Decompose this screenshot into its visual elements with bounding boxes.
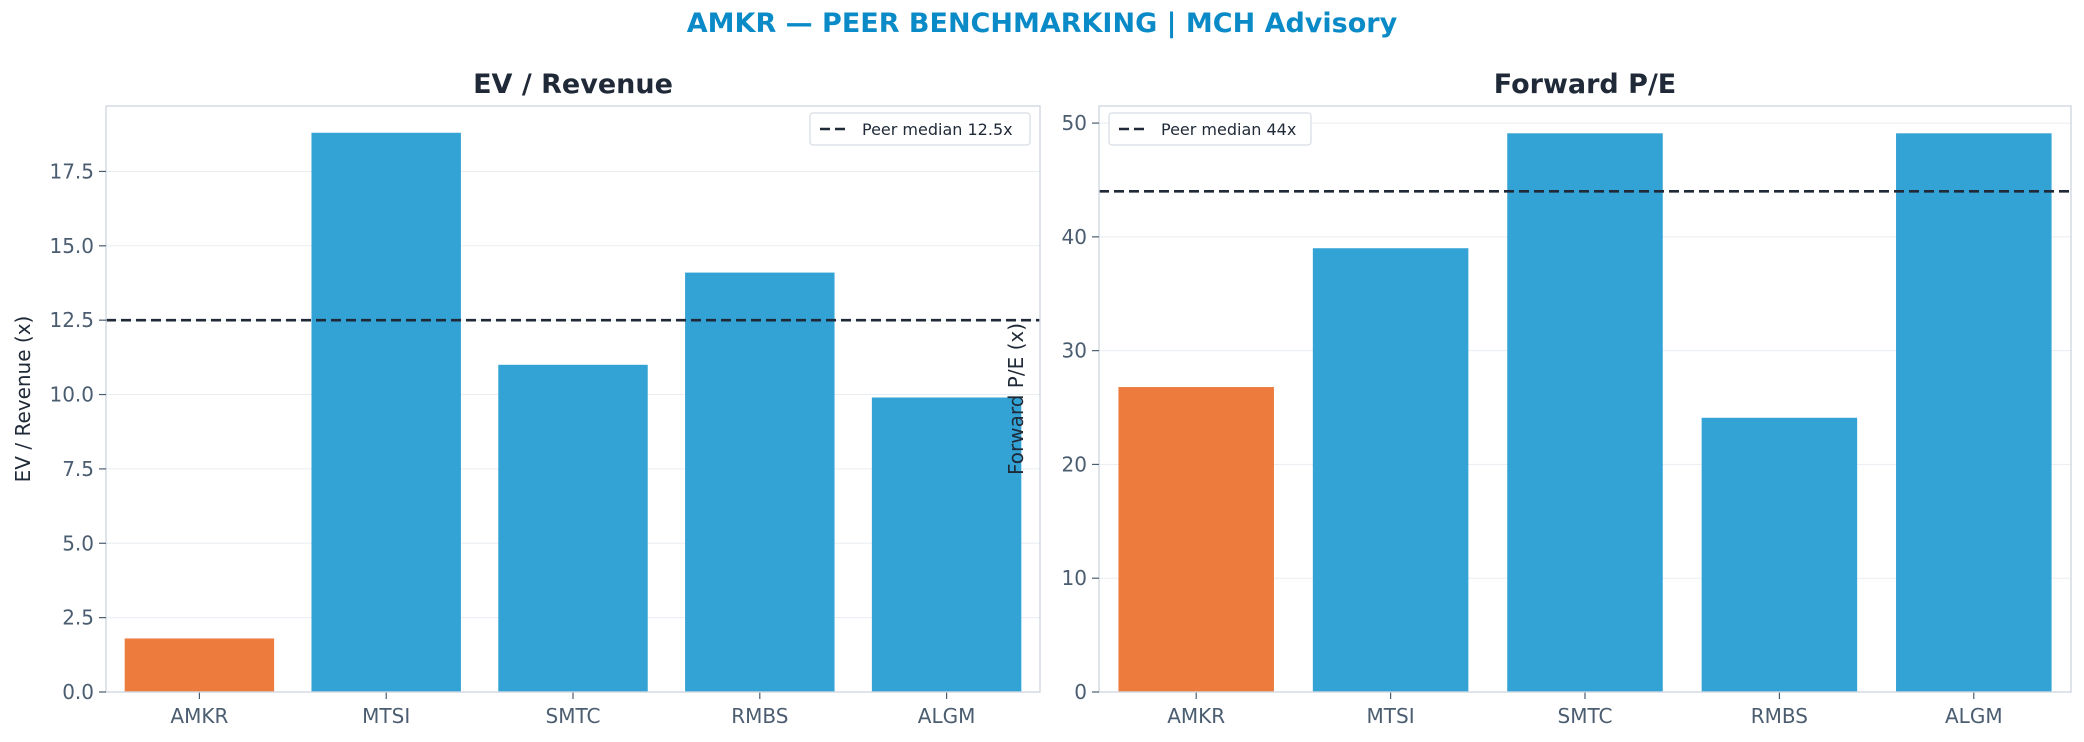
y-tick-label: 5.0 [62,531,94,555]
y-axis-label: EV / Revenue (x) [11,316,35,483]
y-axis-label: Forward P/E (x) [1004,323,1028,475]
plot-frame [1098,105,2072,693]
panel-title: EV / Revenue [473,69,673,100]
bar-algm [1896,133,2052,693]
bar-rmbs [685,272,835,692]
bar-smtc [498,364,648,692]
plot-frame [105,105,1041,693]
bar-smtc [1507,133,1663,693]
x-tick-label: RMBS [731,704,788,728]
y-tick-label: 10.0 [49,383,94,407]
bar-amkr [1118,387,1274,692]
y-tick-label: 15.0 [49,234,94,258]
y-tick-label: 20 [1062,452,1087,476]
forward-pe-panel: AMKR MTSI SMTC RMBS ALGM 0 10 20 30 40 50 Forward P… [1004,69,2072,728]
y-tick-label: 2.5 [62,606,94,630]
y-tick-label: 10 [1062,566,1087,590]
bar-amkr [124,638,275,692]
legend-box [1108,112,1312,146]
y-tick-label: 12.5 [49,308,94,332]
y-tick-label: 17.5 [49,159,94,183]
bar-algm [871,397,1022,692]
x-tick-label: ALGM [918,704,976,728]
x-tick-label: SMTC [546,704,601,728]
bar-mtsi [1312,248,1469,692]
x-tick-label: SMTC [1558,704,1613,728]
x-tick-label: MTSI [1367,704,1415,728]
x-tick-label: ALGM [1945,704,2003,728]
y-tick-label: 40 [1062,225,1087,249]
y-tick-label: 0.0 [62,680,94,704]
legend-label: Peer median 12.5x [862,120,1013,139]
x-tick-label: MTSI [362,704,410,728]
figure-title: AMKR — PEER BENCHMARKING | MCH Advisory [686,8,1398,39]
x-tick-label: AMKR [1167,704,1225,728]
legend-box [809,112,1031,146]
legend-label: Peer median 44x [1161,120,1296,139]
ev-revenue-panel: AMKR MTSI SMTC RMBS ALGM 0.0 2.5 5.0 7.5 10.0 12.5… [11,69,1041,728]
x-tick-label: RMBS [1751,704,1808,728]
bar-rmbs [1701,417,1858,692]
y-tick-label: 0 [1074,680,1087,704]
x-tick-label: AMKR [170,704,228,728]
y-tick-label: 30 [1062,339,1087,363]
bar-mtsi [311,132,461,692]
y-tick-label: 50 [1062,111,1087,135]
legend: Peer median 12.5x [809,112,1031,146]
y-tick-label: 7.5 [62,457,94,481]
legend: Peer median 44x [1108,112,1312,146]
panel-title: Forward P/E [1494,69,1677,100]
